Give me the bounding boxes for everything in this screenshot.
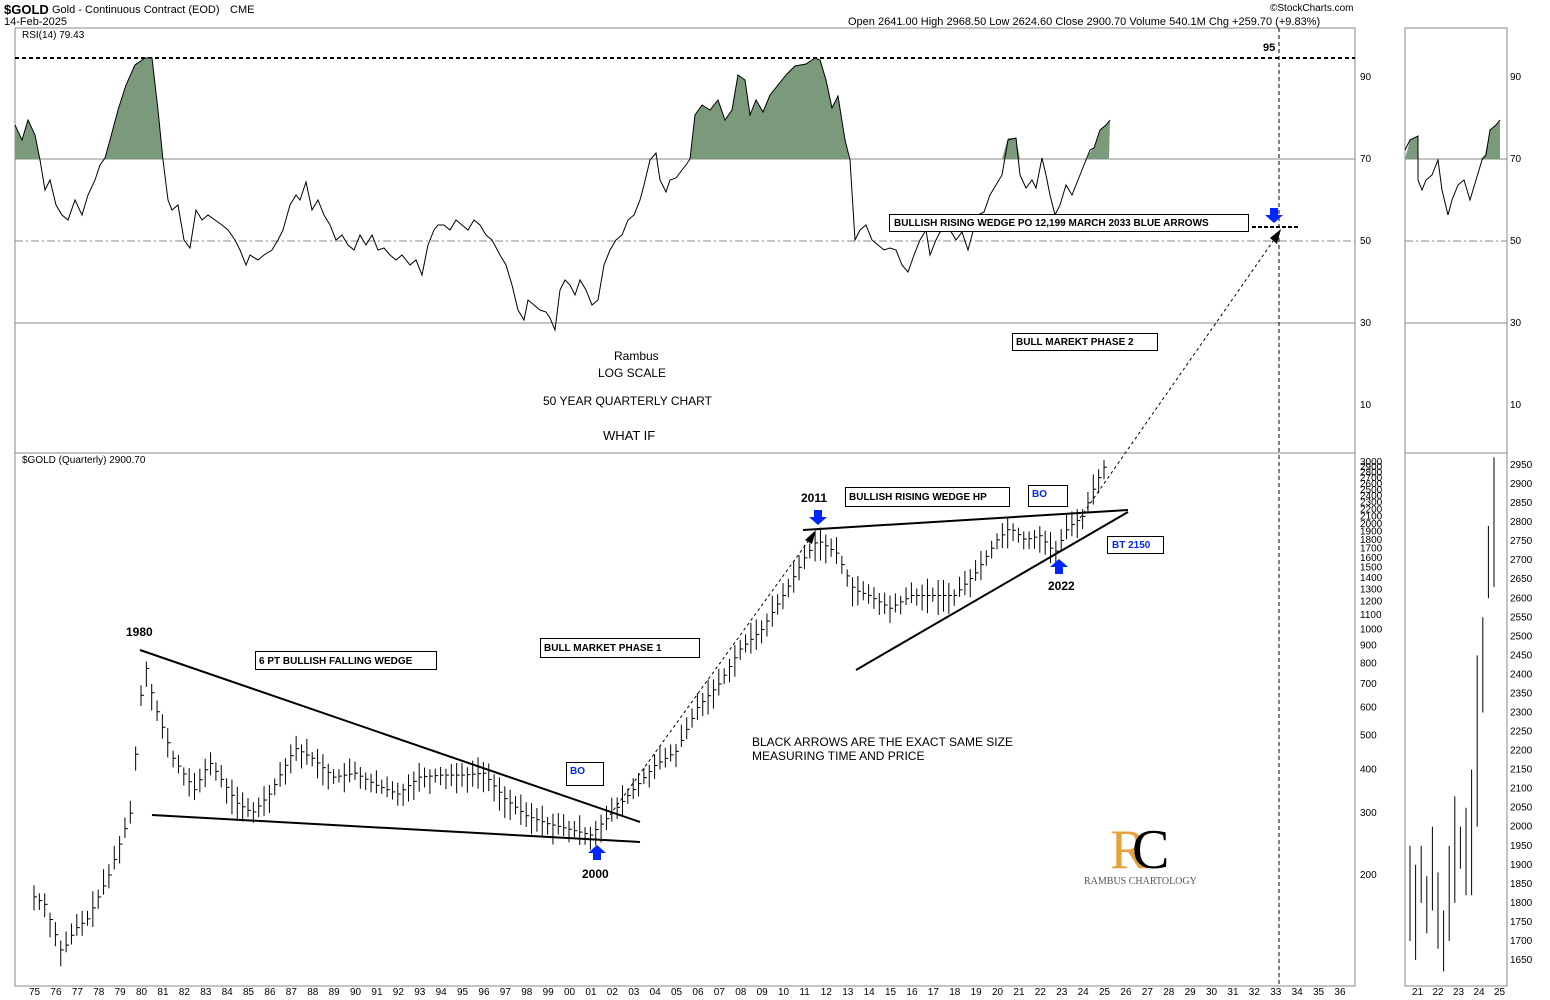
rsi-line <box>14 57 1111 332</box>
falling-wedge-top <box>139 649 641 823</box>
exchange: CME <box>230 4 255 16</box>
bull-phase2-callout: BULL MAREKT PHASE 2 <box>1012 333 1158 351</box>
falling-wedge-bottom <box>151 814 641 843</box>
inset-price-bars <box>1409 457 1495 972</box>
phase2-arrowhead <box>1270 229 1281 244</box>
logo-text: RAMBUS CHARTOLOGY <box>1084 876 1197 887</box>
inset-frame <box>1404 27 1508 987</box>
falling-wedge-callout: 6 PT BULLISH FALLING WEDGE <box>255 651 437 670</box>
price-bars <box>33 459 1107 967</box>
phase2-measure-line <box>1079 233 1279 519</box>
bt-callout: BT 2150 <box>1107 536 1164 554</box>
blue-arrows <box>588 208 1283 860</box>
logo-c-icon: C <box>1132 819 1170 881</box>
inset-rsi-line <box>1404 119 1501 216</box>
wedge-po-callout: BULLISH RISING WEDGE PO 12,199 MARCH 203… <box>889 214 1249 232</box>
phase1-measure-line <box>609 535 813 816</box>
date: 14-Feb-2025 <box>4 16 67 28</box>
rambus-logo: R C RAMBUS CHARTOLOGY <box>1080 822 1210 892</box>
copyright: ©StockCharts.com <box>1270 3 1354 14</box>
symbol: $GOLD <box>4 2 49 17</box>
wedge-hp-callout: BULLISH RISING WEDGE HP <box>845 487 1010 507</box>
ohlc-readout: Open 2641.00 High 2968.50 Low 2624.60 Cl… <box>848 16 1321 28</box>
instrument-name: Gold - Continuous Contract (EOD) <box>52 4 220 16</box>
bo-callout-2000: BO <box>566 762 604 786</box>
bo-callout-2024: BO <box>1028 485 1068 507</box>
rsi-overbought-fills <box>15 58 1500 159</box>
rising-wedge-top <box>802 509 1129 531</box>
logo-monogram-icon: R <box>1110 819 1148 881</box>
rising-wedge-bottom <box>855 511 1129 671</box>
phase1-arrowhead <box>805 530 816 544</box>
bull-phase1-callout: BULL MARKET PHASE 1 <box>540 638 700 658</box>
main-frame <box>14 27 1356 987</box>
